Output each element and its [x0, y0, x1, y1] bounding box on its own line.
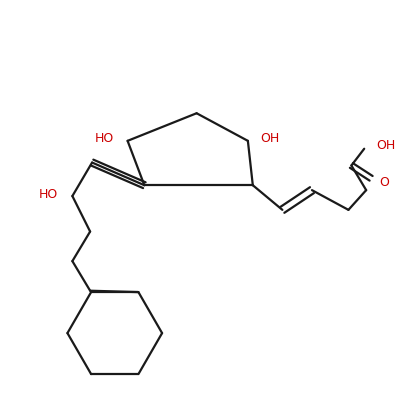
Text: OH: OH — [260, 132, 279, 145]
Text: O: O — [379, 176, 389, 189]
Text: HO: HO — [39, 188, 58, 200]
Text: OH: OH — [376, 139, 395, 152]
Text: HO: HO — [94, 132, 114, 145]
